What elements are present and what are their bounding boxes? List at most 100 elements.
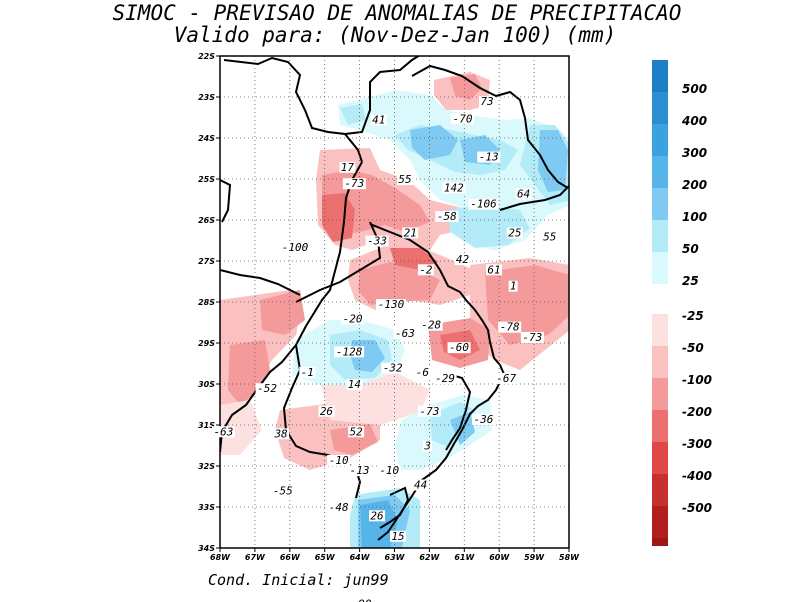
anomaly-value: -13 [479,151,499,164]
anomaly-value: 61 [487,263,500,276]
colorbar-negative: -25 -50 -100 -200 -300 -400 -500 [652,309,712,546]
lon-label: 63W [385,553,406,562]
anomaly-value: -6 [416,366,430,379]
anomaly-value: -55 [273,485,293,498]
initial-condition-label: Cond. Inicial: jun99 [208,571,389,589]
anomaly-label-bg [412,479,429,491]
colorbar-label-positive: 100 [682,210,707,224]
border-chile-argentina-north [223,56,363,163]
anomaly-label-bg [471,413,495,425]
colorbar-swatch-negative [652,410,668,442]
anomaly-value: 44 [414,479,427,492]
anomaly-value: -48 [329,501,349,514]
anomaly-label-bg [396,174,413,186]
anomaly-label-bg [365,235,389,247]
lon-label: 67W [245,553,266,562]
anomaly-label-bg [370,114,387,126]
lon-label: 65W [315,553,336,562]
anomaly-label-bg [454,254,471,266]
lat-label: 23S [198,93,215,102]
anomaly-value: -73 [522,331,542,344]
colorbar-swatch-positive [652,156,668,188]
anomaly-value: -20 [343,313,363,326]
lat-label: 24S [198,134,215,143]
anomaly-label-bg [414,366,431,378]
colorbar-label-negative: -25 [682,309,704,323]
anomaly-label-bg [377,465,401,477]
anomaly-label-bg [334,346,365,358]
anomaly-value: 3 [423,440,431,453]
anomaly-label-bg [271,485,295,497]
colorbar-swatch-positive [652,124,668,156]
anomaly-label-bg [327,502,351,514]
lat-label: 31S [198,421,215,430]
colorbar-swatch-negative [652,378,668,410]
lat-label: 26S [198,216,215,225]
anomaly-value: -28 [421,319,441,332]
anomaly-value: 142 [444,181,464,194]
anomaly-label-bg [423,440,433,452]
lat-label: 28S [198,298,215,307]
colorbar-positive: 500 400 300 200 100 50 25 [652,60,707,288]
anomaly-label-bg [419,319,443,331]
colorbar-label-positive: 300 [682,146,707,160]
colorbar-label-positive: 500 [682,82,707,96]
anomaly-value: 1 [510,280,517,293]
anomaly-label-bg [485,264,502,276]
lon-label: 66W [280,553,301,562]
anomaly-value: -130 [378,298,405,311]
colorbar-swatch-positive [652,220,668,252]
anomaly-value: -2 [419,263,433,276]
anomaly-value: -78 [500,321,520,334]
anomaly-value: 21 [404,226,417,239]
anomaly-label-bg [342,178,366,190]
colorbar-label-negative: -300 [682,437,712,451]
colorbar-label-negative: -400 [682,469,712,483]
anomaly-value: -33 [367,235,387,248]
anomaly-value: 52 [349,425,363,438]
positive-anomaly-shading [292,90,569,548]
anomaly-label-bg [327,454,351,466]
title-line-2: Valido para: (Nov-Dez-Jan 100) (mm) [174,23,617,47]
anomaly-label-bg [339,161,356,173]
lat-label: 27S [198,257,215,266]
longitude-labels: 68W 67W 66W 65W 64W 63W 62W 61W 60W 59W 58W [210,548,580,562]
colorbar-end-swatch [652,538,668,546]
anomaly-label-bg [447,342,471,354]
anomaly-label-bg [477,151,501,163]
anomaly-label-bg [506,227,523,239]
anomaly-label-bg [381,362,405,374]
anomaly-value: -73 [419,405,439,418]
anomaly-value: -73 [344,177,364,190]
lat-label: 34S [198,544,215,553]
anomaly-value: -36 [474,413,494,426]
anomaly-label-bg [376,299,407,311]
anomaly-label-bg [478,96,495,108]
anomaly-value: -63 [395,327,415,340]
lon-label: 62W [419,553,440,562]
anomaly-value: 26 [320,405,334,418]
lon-label: 61W [454,553,475,562]
anomaly-value: -128 [336,345,363,358]
anomaly-value: -13 [350,464,370,477]
colorbar-swatch-negative [652,314,668,346]
anomaly-label-bg [348,465,372,477]
colorbar: 500 400 300 200 100 50 25 -25 -50 -100 -200 -300 -4… [652,60,712,546]
anomaly-value: 17 [341,161,355,174]
anomaly-value: 55 [543,231,556,244]
anomaly-label-bg [520,331,544,343]
colorbar-swatch-positive [652,252,668,284]
map-panel: 22S23S24S25S26S27S28S29S30S31S32S33S34S … [198,52,580,602]
anomaly-label-bg [402,227,419,239]
anomaly-label-bg [341,313,365,325]
anomaly-value: 38 [273,427,288,440]
lat-label: 32S [198,462,215,471]
anomaly-label-bg [508,280,518,292]
anomaly-label-bg [273,428,290,440]
anomaly-label-bg [389,530,406,542]
anomaly-label-bg [435,211,459,222]
anomaly-value: 55 [398,173,411,186]
